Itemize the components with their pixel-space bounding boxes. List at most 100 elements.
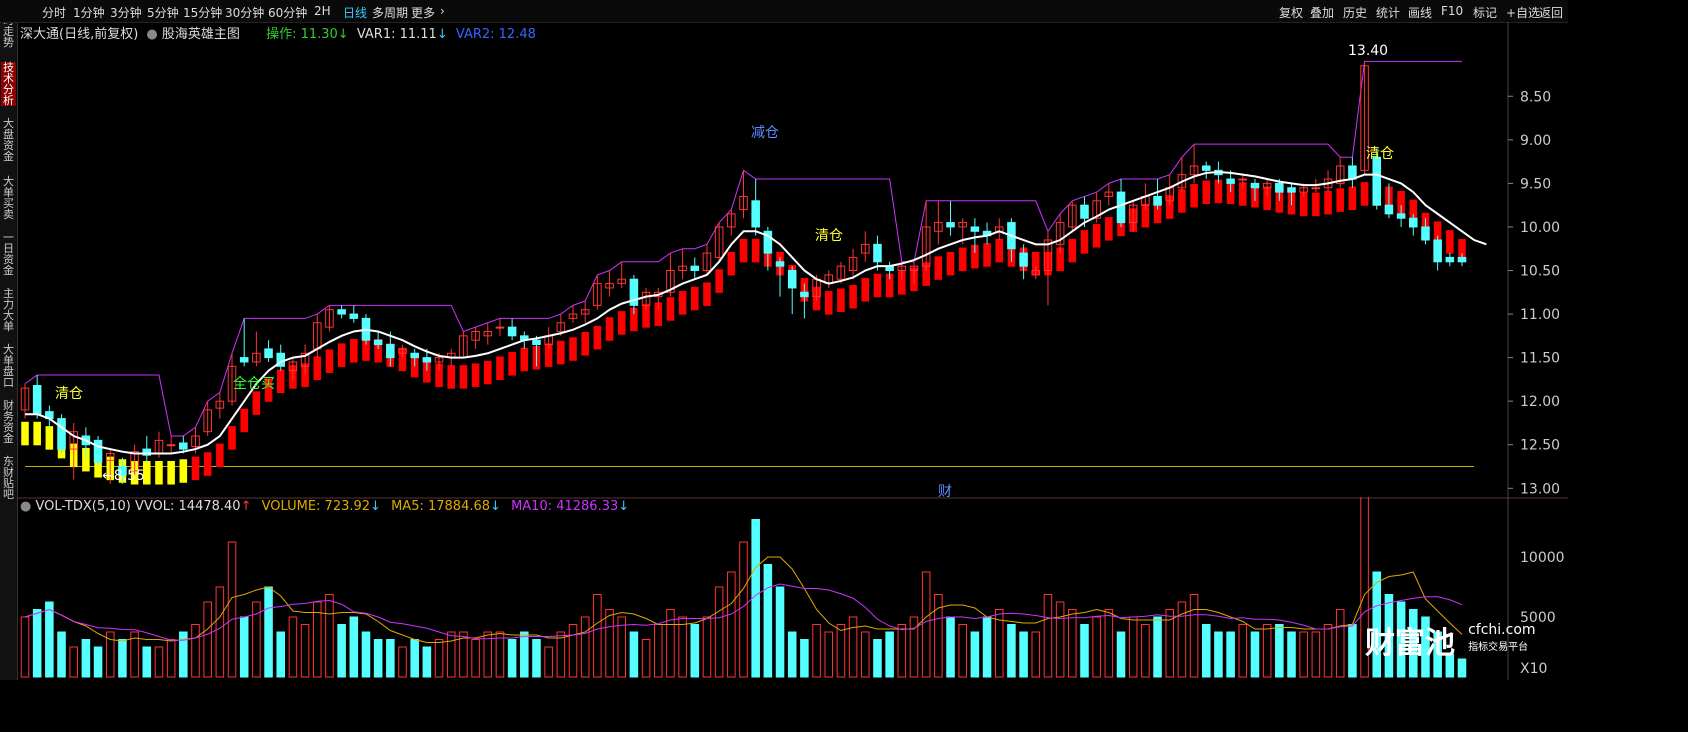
volume-bar[interactable] — [1202, 625, 1210, 678]
volume-bar[interactable] — [94, 647, 102, 677]
candle-body[interactable] — [971, 227, 979, 231]
candle-body[interactable] — [1276, 183, 1284, 192]
volume-bar[interactable] — [447, 632, 455, 677]
toolbar-button-5[interactable]: F10 — [1441, 4, 1463, 18]
volume-bar[interactable] — [569, 625, 577, 678]
volume-bar[interactable] — [1154, 617, 1162, 677]
volume-bar[interactable] — [545, 647, 553, 677]
volume-bar[interactable] — [204, 602, 212, 677]
volume-bar[interactable] — [606, 610, 614, 678]
candle-body[interactable] — [1081, 205, 1089, 218]
volume-bar[interactable] — [959, 625, 967, 678]
timeframe-10[interactable]: 更多 — [411, 4, 435, 21]
volume-bar[interactable] — [301, 625, 309, 678]
toolbar-button-1[interactable]: 叠加 — [1310, 4, 1334, 21]
candle-body[interactable] — [788, 271, 796, 288]
volume-bar[interactable] — [435, 640, 443, 678]
timeframe-2[interactable]: 3分钟 — [110, 4, 142, 21]
candle-body[interactable] — [1385, 205, 1393, 214]
volume-bar[interactable] — [387, 640, 395, 678]
candle-body[interactable] — [947, 223, 955, 227]
candle-body[interactable] — [533, 340, 541, 344]
volume-bar[interactable] — [1215, 632, 1223, 677]
timeframe-1[interactable]: 1分钟 — [73, 4, 105, 21]
volume-bar[interactable] — [1020, 632, 1028, 677]
toolbar-button-4[interactable]: 画线 — [1408, 4, 1432, 21]
volume-bar[interactable] — [1117, 632, 1125, 677]
volume-bar[interactable] — [788, 632, 796, 677]
candle-body[interactable] — [411, 353, 419, 357]
volume-bar[interactable] — [971, 632, 979, 677]
volume-bar[interactable] — [33, 610, 41, 678]
volume-bar[interactable] — [496, 632, 504, 677]
volume-bar[interactable] — [374, 640, 382, 678]
volume-bar[interactable] — [764, 565, 772, 678]
toolbar-button-0[interactable]: 复权 — [1279, 4, 1303, 21]
volume-bar[interactable] — [679, 617, 687, 677]
volume-bar[interactable] — [837, 625, 845, 678]
candle-body[interactable] — [94, 440, 102, 462]
volume-bar[interactable] — [849, 617, 857, 677]
volume-bar[interactable] — [1105, 610, 1113, 678]
candle-body[interactable] — [167, 445, 175, 446]
candle-body[interactable] — [240, 358, 248, 362]
candle-body[interactable] — [1434, 240, 1442, 262]
volume-bar[interactable] — [1324, 625, 1332, 678]
volume-bar[interactable] — [1349, 625, 1357, 678]
volume-bar[interactable] — [1251, 632, 1259, 677]
candle-body[interactable] — [423, 358, 431, 362]
volume-bar[interactable] — [508, 640, 516, 678]
volume-bar[interactable] — [1190, 595, 1198, 678]
candle-body[interactable] — [496, 327, 504, 328]
volume-bar[interactable] — [801, 640, 809, 678]
volume-bar[interactable] — [167, 640, 175, 678]
volume-bar[interactable] — [740, 542, 748, 677]
volume-bar[interactable] — [1093, 617, 1101, 677]
volume-bar[interactable] — [1239, 625, 1247, 678]
volume-bar[interactable] — [654, 625, 662, 678]
volume-bar[interactable] — [240, 617, 248, 677]
volume-bar[interactable] — [1336, 610, 1344, 678]
toolbar-button-6[interactable]: 标记 — [1473, 4, 1497, 21]
volume-bar[interactable] — [119, 640, 127, 678]
volume-bar[interactable] — [411, 640, 419, 678]
volume-bar[interactable] — [265, 587, 273, 677]
volume-bar[interactable] — [825, 632, 833, 677]
volume-bar[interactable] — [703, 617, 711, 677]
price-chart[interactable]: 13.0012.5012.0011.5011.0010.5010.009.509… — [0, 22, 1568, 519]
stock-title[interactable]: 深大通(日线,前复权) — [20, 27, 138, 42]
candle-body[interactable] — [874, 244, 882, 261]
candle-body[interactable] — [1410, 218, 1418, 227]
volume-bar[interactable] — [715, 587, 723, 677]
volume-bar[interactable] — [1142, 625, 1150, 678]
volume-bar[interactable] — [1227, 632, 1235, 677]
volume-bar[interactable] — [82, 640, 90, 678]
volume-bar[interactable] — [1129, 617, 1137, 677]
candle-body[interactable] — [33, 385, 41, 414]
volume-bar[interactable] — [362, 632, 370, 677]
candle-body[interactable] — [508, 327, 516, 336]
volume-bar[interactable] — [1276, 625, 1284, 678]
volume-bar[interactable] — [594, 595, 602, 678]
candle-body[interactable] — [752, 201, 760, 227]
volume-bar[interactable] — [1032, 632, 1040, 677]
timeframe-5[interactable]: 30分钟 — [225, 4, 264, 21]
indicator-name[interactable]: 股海英雄主图 — [162, 27, 240, 42]
volume-bar[interactable] — [46, 602, 54, 677]
volume-bar[interactable] — [1263, 625, 1271, 678]
candle-body[interactable] — [180, 443, 188, 449]
candle-body[interactable] — [350, 314, 358, 318]
toolbar-button-8[interactable]: 返回 — [1539, 4, 1563, 21]
volume-bar[interactable] — [216, 587, 224, 677]
volume-bar[interactable] — [521, 632, 529, 677]
candle-body[interactable] — [1422, 227, 1430, 240]
candle-body[interactable] — [1154, 196, 1162, 205]
candle-body[interactable] — [265, 349, 273, 358]
volume-bar[interactable] — [472, 640, 480, 678]
volume-bar[interactable] — [1056, 602, 1064, 677]
volume-bar[interactable] — [1044, 595, 1052, 678]
volume-bar[interactable] — [1081, 625, 1089, 678]
volume-bar[interactable] — [277, 632, 285, 677]
volume-bar[interactable] — [557, 632, 565, 677]
timeframe-0[interactable]: 分时 — [42, 4, 66, 21]
